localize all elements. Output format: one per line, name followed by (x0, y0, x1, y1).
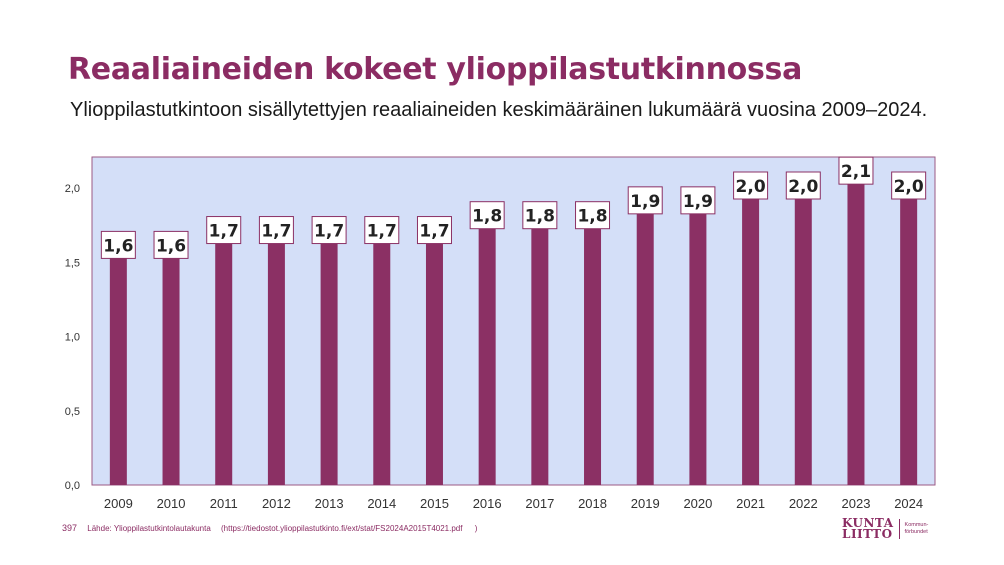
bar (267, 232, 285, 485)
chart-subtitle: Ylioppilastutkintoon sisällytettyjen rea… (70, 99, 928, 121)
data-label-box (364, 216, 400, 245)
data-label-box (100, 230, 136, 259)
logo-sub-line-2: förbundet (904, 529, 928, 535)
x-tick-label: 2011 (210, 496, 238, 511)
x-tick-label: 2024 (894, 496, 923, 511)
data-label-box (838, 156, 874, 185)
y-tick-label: 1,0 (65, 332, 80, 344)
x-tick-label: 2015 (420, 496, 449, 511)
bar (636, 202, 654, 485)
source-url[interactable]: (https://tiedostot.ylioppilastutkinto.fi… (221, 524, 463, 533)
data-label-box (416, 216, 452, 245)
x-tick-label: 2014 (367, 496, 396, 511)
data-label-box (785, 171, 821, 200)
data-label-box (206, 216, 242, 245)
data-label: 1,7 (367, 222, 397, 242)
logo-subtitle: Kommun- förbundet (905, 522, 929, 536)
data-label-box (258, 216, 294, 245)
data-label-box (891, 171, 927, 200)
bar (373, 232, 391, 485)
bar (109, 247, 127, 485)
data-label: 1,6 (103, 236, 133, 256)
bar (162, 247, 180, 485)
bar (900, 188, 918, 485)
data-label: 1,6 (156, 236, 186, 256)
bar (689, 202, 707, 485)
source-close: ) (474, 524, 478, 533)
y-tick-label: 2,0 (65, 183, 80, 195)
data-label: 1,9 (630, 192, 660, 212)
data-label-box (311, 216, 347, 245)
data-label: 1,7 (419, 222, 449, 242)
bar (215, 232, 233, 485)
data-label: 1,7 (314, 222, 344, 242)
bar (742, 188, 760, 485)
data-label: 1,7 (261, 222, 291, 242)
data-label: 2,0 (894, 177, 924, 197)
data-label: 1,9 (683, 192, 713, 212)
page-number: 397 (62, 523, 78, 533)
x-tick-label: 2023 (842, 496, 871, 511)
logo-line-2: LIITTO (842, 527, 893, 541)
bar (320, 232, 338, 485)
data-label-box (680, 186, 716, 215)
x-tick-label: 2016 (473, 496, 502, 511)
y-tick-label: 0,0 (65, 480, 80, 492)
x-tick-label: 2022 (789, 496, 818, 511)
y-tick-label: 1,5 (65, 257, 80, 269)
data-label-box (469, 201, 505, 230)
x-tick-label: 2018 (578, 496, 607, 511)
logo-divider (898, 519, 900, 539)
kuntaliitto-logo: KUNTA LIITTO Kommun- förbundet (842, 516, 929, 541)
x-tick-label: 2019 (631, 496, 660, 511)
chart-title: Reaaliaineiden kokeet ylioppilastutkinno… (68, 52, 803, 87)
source-note: 397 Lähde: Ylioppilastutkintolautakunta … (62, 523, 477, 533)
x-tick-label: 2010 (157, 496, 186, 511)
logo-line-1: KUNTA (842, 516, 894, 530)
logo-wordmark: KUNTA LIITTO (842, 516, 894, 541)
data-label: 1,8 (525, 207, 555, 227)
source-label: Lähde: Ylioppilastutkintolautakunta (87, 524, 211, 533)
data-label-box (153, 230, 189, 259)
bar (531, 217, 549, 485)
x-tick-label: 2009 (104, 496, 133, 511)
data-label-box (522, 201, 558, 230)
bar (847, 173, 865, 485)
plot-area (91, 156, 936, 486)
bar (584, 217, 602, 485)
bar (425, 232, 443, 485)
x-tick-label: 2012 (262, 496, 291, 511)
data-label-box (575, 201, 611, 230)
x-tick-label: 2017 (525, 496, 554, 511)
data-label: 2,1 (841, 162, 871, 182)
bar (478, 217, 496, 485)
x-tick-label: 2021 (736, 496, 765, 511)
data-label-box (733, 171, 769, 200)
data-label: 2,0 (736, 177, 766, 197)
data-label: 2,0 (788, 177, 818, 197)
data-label: 1,8 (472, 207, 502, 227)
data-label: 1,8 (577, 207, 607, 227)
logo-sub-line-1: Kommun- (904, 522, 929, 528)
x-tick-label: 2020 (683, 496, 712, 511)
bar (794, 188, 812, 485)
y-tick-label: 0,5 (65, 406, 80, 418)
x-tick-label: 2013 (315, 496, 344, 511)
data-label: 1,7 (209, 222, 239, 242)
data-label-box (627, 186, 663, 215)
